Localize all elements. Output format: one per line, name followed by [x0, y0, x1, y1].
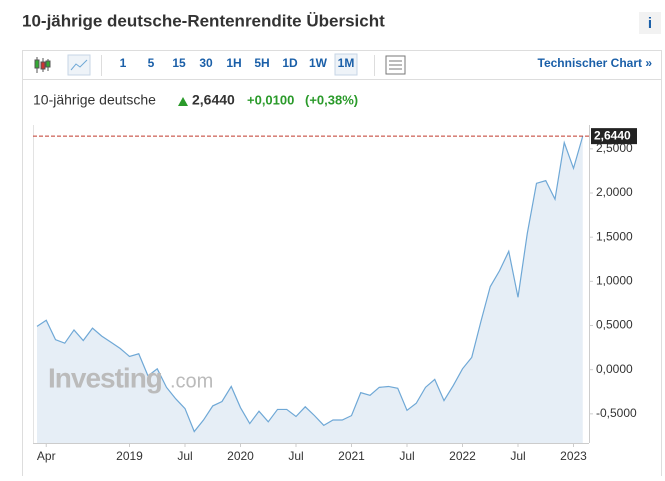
price-line	[36, 135, 584, 433]
area-icon[interactable]	[67, 54, 91, 76]
y-tick-label: 2,0000	[596, 185, 633, 199]
last-price-box	[591, 128, 637, 145]
up-arrow	[178, 97, 188, 106]
y-tick-label: 0,5000	[596, 318, 633, 332]
y-tick-label: 1,5000	[596, 229, 633, 243]
y-tick-label: 1,0000	[596, 274, 633, 288]
quote-name: 10-jährige deutsche	[33, 92, 156, 108]
quote-change: +0,0100	[247, 92, 294, 107]
x-tick-label: Apr	[37, 449, 56, 463]
title: 10-jährige deutsche-Rentenrendite Übersi…	[22, 11, 385, 30]
x-tick-label: Jul	[510, 449, 525, 463]
candle-icon[interactable]	[34, 57, 51, 73]
x-tick-label: 2019	[116, 449, 143, 463]
x-tick-label: 2022	[449, 449, 476, 463]
x-tick-label: Jul	[288, 449, 303, 463]
interval-button[interactable]: 1D	[282, 56, 298, 70]
x-tick-label: Jul	[177, 449, 192, 463]
y-tick-label: 2,5000	[596, 141, 633, 155]
x-tick-label: 2021	[338, 449, 365, 463]
interval-button[interactable]: 1W	[309, 56, 328, 70]
quote-change-pct: (+0,38%)	[305, 92, 358, 107]
info-button[interactable]	[639, 12, 661, 34]
interval-button[interactable]: 30	[199, 56, 213, 70]
interval-button[interactable]: 5	[148, 56, 155, 70]
y-tick-label: -0,5000	[596, 406, 637, 420]
interval-button[interactable]: 1H	[226, 56, 241, 70]
interval-button[interactable]: 1	[120, 56, 127, 70]
last-price-label: 2,6440	[594, 128, 631, 142]
technical-chart-link[interactable]: Technischer Chart »	[538, 56, 653, 70]
table-icon-lines	[389, 60, 402, 70]
y-tick-label: 0,0000	[596, 362, 633, 376]
active-button[interactable]	[334, 53, 358, 76]
area	[37, 136, 583, 443]
quote-last: 2,6440	[192, 92, 235, 108]
area-icon-line	[70, 59, 88, 71]
interval-button[interactable]: 1M	[338, 56, 355, 70]
plot: -0,5000 0,0000 0,5000 1,0000 1,5000 2,0000 2,5…	[33, 125, 637, 463]
watermark-brand: Investing	[48, 362, 162, 393]
info-icon[interactable]: i	[648, 15, 652, 32]
interval-button[interactable]: 15	[172, 56, 186, 70]
toolbar-buttons: 1 5 15 30 1H 5H 1D 1W 1M	[120, 53, 358, 76]
x-tick-label: 2023	[560, 449, 587, 463]
watermark-domain: .com	[170, 370, 213, 392]
x-tick-label: Jul	[399, 449, 414, 463]
x-tick-label: 2020	[227, 449, 254, 463]
interval-button[interactable]: 5H	[254, 56, 269, 70]
